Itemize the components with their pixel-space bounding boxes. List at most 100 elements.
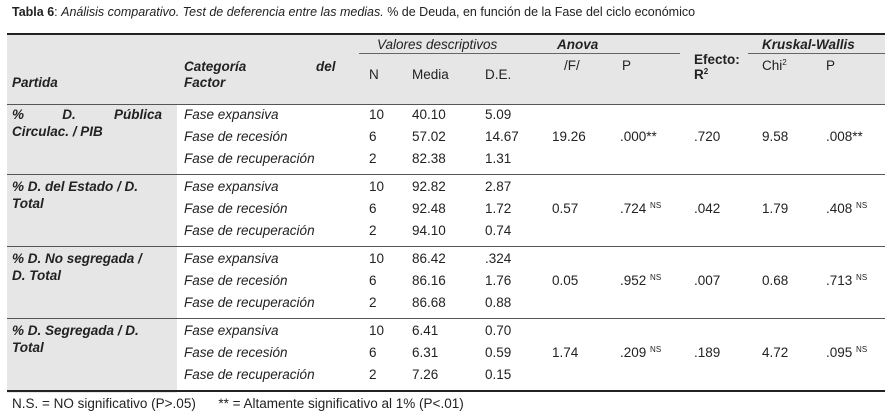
partida-label-line1: % D. Segregada / D. (12, 323, 139, 338)
kruskal-p-value-value: .008** (826, 129, 863, 144)
chi2-value: 1.79 (762, 201, 789, 216)
fase-label: Fase de recesión (184, 129, 288, 144)
anova-underline (537, 53, 680, 54)
header-r2: R2 (694, 67, 708, 82)
fase-label: Fase expansiva (184, 179, 279, 194)
fase-label: Fase de recesión (184, 201, 288, 216)
partida-label-line2: Total (12, 340, 44, 355)
efecto-r2-value: .042 (694, 201, 721, 216)
media-value: 40.10 (412, 107, 446, 122)
header-chi-superscript: 2 (782, 58, 787, 67)
de-value: 1.72 (485, 201, 512, 216)
de-value: .324 (485, 251, 512, 266)
header-chi2: Chi2 (762, 58, 787, 73)
efecto-r2-value: .720 (694, 129, 721, 144)
header-p: P (622, 58, 632, 73)
kruskal-p-value: .713 NS (826, 273, 867, 288)
anova-p-value-value: .724 (620, 201, 647, 216)
media-value: 6.41 (412, 323, 439, 338)
anova-p-value-value: .209 (620, 345, 647, 360)
n-value: 2 (369, 367, 377, 382)
media-value: 94.10 (412, 223, 446, 238)
media-value: 86.42 (412, 251, 446, 266)
de-value: 1.31 (485, 151, 512, 166)
fase-label: Fase de recuperación (184, 367, 315, 382)
header-n: N (369, 67, 379, 82)
n-value: 6 (369, 201, 377, 216)
header-categoria-c: Factor (184, 75, 226, 90)
media-value: 92.82 (412, 179, 446, 194)
anova-p-value: .209 NS (620, 345, 661, 360)
media-value: 92.48 (412, 201, 446, 216)
header-de: D.E. (485, 67, 512, 82)
caption-label: Tabla 6 (12, 5, 55, 19)
de-value: 1.76 (485, 273, 512, 288)
n-value: 6 (369, 345, 377, 360)
anova-f-value: 0.57 (552, 201, 579, 216)
header-categoria-b: del (316, 59, 336, 74)
kruskal-p-value-value: .408 (826, 201, 853, 216)
anova-p-value-significance: NS (650, 345, 662, 354)
anova-f-value: 19.26 (552, 129, 586, 144)
n-value: 10 (369, 323, 385, 338)
n-value: 6 (369, 129, 377, 144)
header-efecto: Efecto: (694, 52, 740, 67)
header-media: Media (412, 67, 449, 82)
fase-label: Fase expansiva (184, 107, 279, 122)
table-footnote: N.S. = NO significativo (P>.05) ** = Alt… (12, 396, 464, 411)
de-value: 5.09 (485, 107, 512, 122)
kruskal-p-value: .008** (826, 129, 863, 144)
anova-p-value-value: .952 (620, 273, 647, 288)
de-value: 0.70 (485, 323, 512, 338)
caption-subtitle: % de Deuda, en función de la Fase del ci… (387, 5, 696, 19)
group-divider-2 (7, 246, 885, 247)
chi2-value: 9.58 (762, 129, 789, 144)
n-value: 10 (369, 251, 385, 266)
n-value: 10 (369, 107, 385, 122)
fase-label: Fase expansiva (184, 323, 279, 338)
kruskal-underline (748, 53, 885, 54)
header-kruskal: Kruskal-Wallis (762, 37, 855, 52)
anova-p-value: .724 NS (620, 201, 661, 216)
de-value: 0.88 (485, 295, 512, 310)
header-r-superscript: 2 (703, 67, 709, 76)
n-value: 10 (369, 179, 385, 194)
partida-label-line2: Total (12, 196, 44, 211)
partida-label-line2: D. Total (12, 268, 61, 283)
media-value: 57.02 (412, 129, 446, 144)
table-top-rule (7, 33, 885, 35)
efecto-r2-value: .007 (694, 273, 721, 288)
de-value: 0.15 (485, 367, 512, 382)
media-value: 82.38 (412, 151, 446, 166)
partida-label-line2: Circulac. / PIB (12, 124, 103, 139)
anova-f-value: 1.74 (552, 345, 579, 360)
header-anova: Anova (557, 37, 599, 52)
kruskal-p-value-significance: NS (856, 345, 868, 354)
anova-p-value-significance: NS (650, 273, 662, 282)
de-value: 14.67 (485, 129, 519, 144)
chi2-value: 4.72 (762, 345, 789, 360)
de-value: 0.59 (485, 345, 512, 360)
de-value: 2.87 (485, 179, 512, 194)
media-value: 7.26 (412, 367, 439, 382)
header-valores: Valores descriptivos (377, 37, 498, 52)
media-value: 86.68 (412, 295, 446, 310)
valores-underline (359, 53, 537, 54)
group-divider-1 (7, 174, 885, 175)
header-shading (7, 33, 885, 105)
table-caption: Tabla 6: Análisis comparativo. Test de d… (12, 5, 696, 19)
group-divider-3 (7, 318, 885, 319)
n-value: 2 (369, 223, 377, 238)
anova-f-value: 0.05 (552, 273, 579, 288)
header-partida: Partida (12, 75, 58, 90)
media-value: 6.31 (412, 345, 439, 360)
fase-label: Fase de recuperación (184, 295, 315, 310)
kruskal-p-value: .408 NS (826, 201, 867, 216)
kruskal-p-value-significance: NS (856, 201, 868, 210)
table-bottom-rule (7, 390, 885, 392)
anova-p-value-significance: NS (650, 201, 662, 210)
kruskal-p-value-value: .095 (826, 345, 853, 360)
kruskal-p-value: .095 NS (826, 345, 867, 360)
anova-p-value-value: .000** (620, 129, 657, 144)
anova-p-value: .952 NS (620, 273, 661, 288)
